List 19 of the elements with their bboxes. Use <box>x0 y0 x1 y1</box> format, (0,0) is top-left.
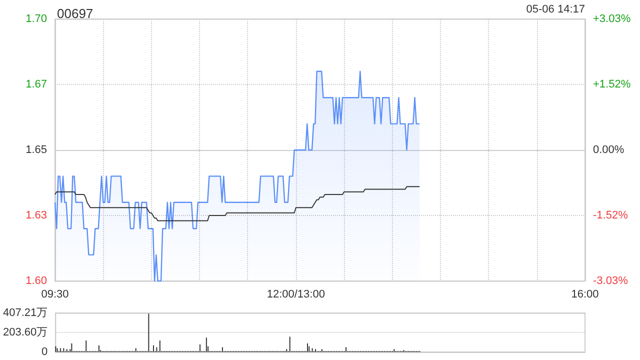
y-tick-label: 1.70 <box>26 13 47 25</box>
y2-tick-label: +1.52% <box>593 78 631 90</box>
y-tick-label: 0 <box>42 346 48 358</box>
x-tick-label: 12:00/13:00 <box>266 288 325 300</box>
y2-tick-label: +3.03% <box>593 13 631 25</box>
y-tick-label: 1.65 <box>26 144 47 156</box>
x-tick-label: 09:30 <box>41 288 69 300</box>
y2-tick-label: -3.03% <box>593 275 628 287</box>
y-tick-label: 1.60 <box>26 275 47 287</box>
y-tick-label: 407.21万 <box>2 307 48 319</box>
y2-tick-label: -1.52% <box>593 210 628 222</box>
text: 05-06 14:17 <box>526 4 585 16</box>
chart-title: 00697 <box>57 6 94 21</box>
y-tick-label: 1.67 <box>26 78 47 90</box>
y-tick-label: 203.60万 <box>2 326 48 338</box>
y2-tick-label: 0.00% <box>593 144 624 156</box>
line-series <box>54 186 420 222</box>
y-tick-label: 1.63 <box>26 210 47 222</box>
x-tick-label: 16:00 <box>571 288 599 300</box>
